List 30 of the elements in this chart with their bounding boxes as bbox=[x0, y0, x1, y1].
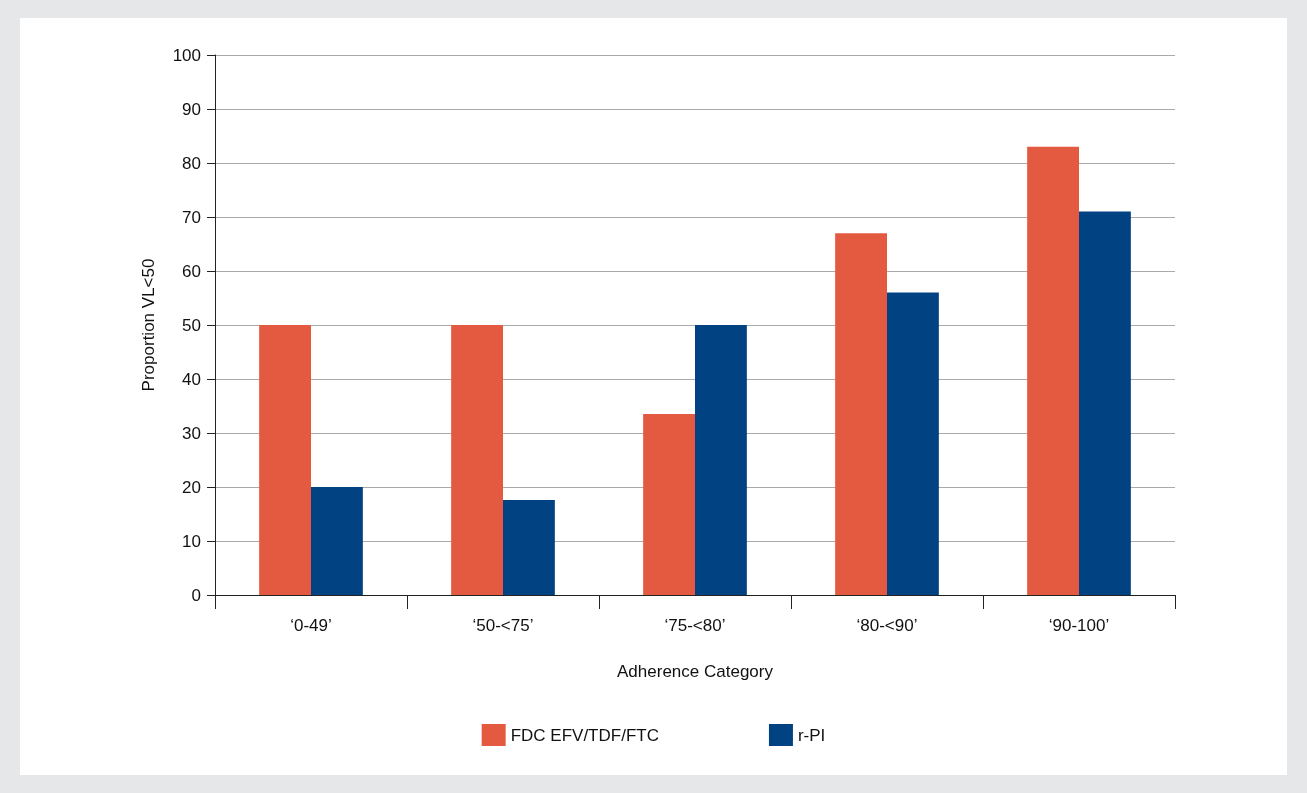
y-tick-label: 100 bbox=[172, 45, 201, 65]
bar bbox=[1079, 211, 1131, 595]
x-tick-label: ‘90-100’ bbox=[1048, 616, 1110, 635]
bar bbox=[695, 325, 747, 595]
x-axis-title: Adherence Category bbox=[617, 662, 774, 681]
bar bbox=[887, 292, 939, 595]
x-tick-label: ‘50-<75’ bbox=[472, 616, 534, 635]
x-tick-label: ‘0-49’ bbox=[290, 616, 332, 635]
x-tick-label: ‘80-<90’ bbox=[856, 616, 918, 635]
bar bbox=[1027, 146, 1079, 595]
y-tick-label: 70 bbox=[182, 207, 201, 227]
legend-label: FDC EFV/TDF/FTC bbox=[510, 725, 659, 745]
y-tick-label: 10 bbox=[182, 531, 201, 551]
legend-label: r-PI bbox=[797, 725, 826, 745]
bar bbox=[311, 487, 363, 595]
y-tick-label: 60 bbox=[182, 261, 201, 281]
y-tick-label: 40 bbox=[182, 369, 201, 389]
y-tick-label: 50 bbox=[182, 315, 201, 335]
bar bbox=[259, 325, 311, 595]
y-axis-title: Proportion VL<50 bbox=[139, 258, 158, 392]
bar bbox=[835, 233, 887, 595]
x-tick-label: ‘75-<80’ bbox=[664, 616, 726, 635]
y-tick-label: 20 bbox=[182, 477, 201, 497]
bar bbox=[643, 414, 695, 595]
bar bbox=[451, 325, 503, 595]
y-tick-label: 80 bbox=[182, 153, 201, 173]
y-tick-label: 90 bbox=[182, 99, 201, 119]
y-tick-label: 0 bbox=[191, 585, 201, 605]
bar bbox=[503, 499, 555, 595]
y-tick-label: 30 bbox=[182, 423, 201, 443]
